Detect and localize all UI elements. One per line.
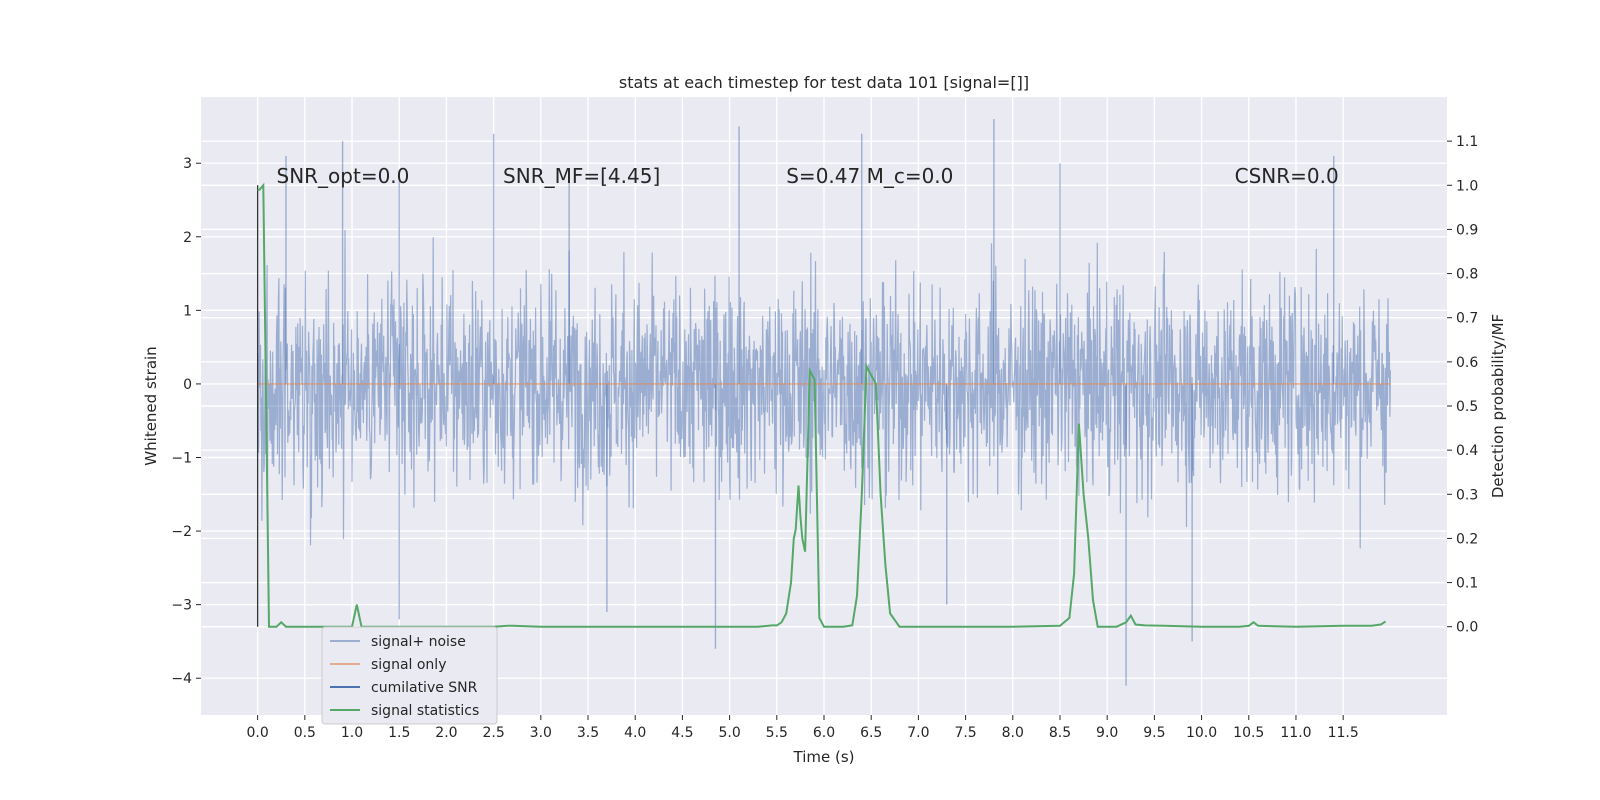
x-tick-label-4: 2.0: [435, 725, 457, 741]
y-right-tick-label-4: 0.4: [1456, 443, 1478, 459]
annotation-snr-opt: SNR_opt=0.0: [277, 164, 410, 188]
x-tick-label-14: 7.0: [907, 725, 929, 741]
legend-label-signal-noise: signal+ noise: [371, 634, 466, 650]
x-tick-label-2: 1.0: [341, 725, 363, 741]
y-left-tick-label-0: −4: [171, 671, 192, 687]
annotations: SNR_opt=0.0 SNR_MF=[4.45] S=0.47 M_c=0.0 CS…: [277, 164, 1339, 188]
y-left-tick-label-4: 0: [183, 377, 192, 393]
legend-label-signal-only: signal only: [371, 657, 446, 673]
x-axis-ticks: 0.0 0.5 1.0 1.5 2.0 2.5 3.0 3.5 4.0 4.5 5.0 5.5 6.0 6…: [247, 715, 1359, 741]
y-right-tick-label-3: 0.3: [1456, 487, 1478, 503]
y-right-axis-label: Detection probability/MF: [1489, 314, 1507, 498]
x-tick-label-20: 10.0: [1186, 725, 1217, 741]
x-tick-label-23: 11.5: [1328, 725, 1359, 741]
y-right-tick-label-8: 0.8: [1456, 267, 1478, 283]
x-tick-label-10: 5.0: [718, 725, 740, 741]
y-left-tick-label-5: 1: [183, 303, 192, 319]
signal-noise-series: [257, 119, 1391, 686]
legend: signal+ noise signal only cumilative SNR…: [321, 626, 498, 725]
legend-label-cumulative-snr: cumilative SNR: [371, 680, 478, 696]
legend-label-signal-statistics: signal statistics: [371, 703, 479, 719]
legend-box: [321, 626, 498, 725]
y-right-tick-label-6: 0.6: [1456, 355, 1478, 371]
y-left-axis-ticks: −4 −3 −2 −1 0 1 2 3: [171, 156, 201, 687]
y-right-tick-label-10: 1.0: [1456, 178, 1478, 194]
x-tick-label-13: 6.5: [860, 725, 882, 741]
x-tick-label-21: 10.5: [1233, 725, 1264, 741]
x-tick-label-18: 9.0: [1096, 725, 1118, 741]
y-right-axis-ticks: 0.0 0.1 0.2 0.3 0.4 0.5 0.6 0.7 0.8 0.9 1.0 1.1: [1447, 134, 1478, 636]
y-left-tick-label-6: 2: [183, 230, 192, 246]
x-tick-label-9: 4.5: [671, 725, 693, 741]
x-tick-label-15: 7.5: [954, 725, 976, 741]
chart-title: stats at each timestep for test data 101…: [619, 73, 1029, 92]
x-tick-label-11: 5.5: [766, 725, 788, 741]
x-tick-label-8: 4.0: [624, 725, 646, 741]
x-tick-label-1: 0.5: [294, 725, 316, 741]
x-tick-label-5: 2.5: [482, 725, 504, 741]
y-right-tick-label-9: 0.9: [1456, 222, 1478, 238]
y-left-tick-label-2: −2: [171, 524, 192, 540]
annotation-snr-mf: SNR_MF=[4.45]: [503, 164, 660, 188]
y-right-tick-label-0: 0.0: [1456, 620, 1478, 636]
x-tick-label-22: 11.0: [1280, 725, 1311, 741]
y-right-tick-label-7: 0.7: [1456, 311, 1478, 327]
y-right-tick-label-5: 0.5: [1456, 399, 1478, 415]
y-right-tick-label-2: 0.2: [1456, 531, 1478, 547]
x-tick-label-16: 8.0: [1002, 725, 1024, 741]
x-tick-label-17: 8.5: [1049, 725, 1071, 741]
x-tick-label-3: 1.5: [388, 725, 410, 741]
x-tick-label-6: 3.0: [530, 725, 552, 741]
y-right-tick-label-11: 1.1: [1456, 134, 1478, 150]
annotation-csnr: CSNR=0.0: [1235, 164, 1339, 188]
x-tick-label-12: 6.0: [813, 725, 835, 741]
x-tick-label-7: 3.5: [577, 725, 599, 741]
annotation-s-mc: S=0.47 M_c=0.0: [786, 164, 953, 188]
x-tick-label-19: 9.5: [1143, 725, 1165, 741]
y-left-axis-label: Whitened strain: [142, 346, 160, 465]
y-left-tick-label-1: −3: [171, 598, 192, 614]
x-tick-label-0: 0.0: [247, 725, 269, 741]
y-left-tick-label-3: −1: [171, 451, 192, 467]
y-left-tick-label-7: 3: [183, 156, 192, 172]
signal-noise-line: [257, 230, 1391, 549]
y-right-tick-label-1: 0.1: [1456, 576, 1478, 592]
x-axis-label: Time (s): [793, 748, 855, 766]
